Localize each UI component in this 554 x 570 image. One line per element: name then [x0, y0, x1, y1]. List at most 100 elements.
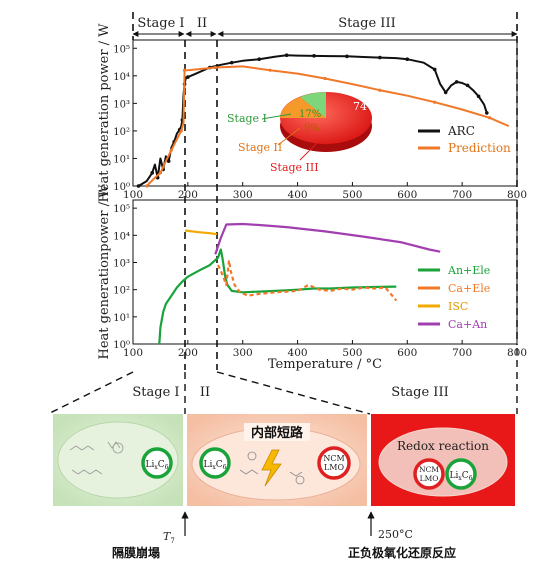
series-prediction-marker: [323, 76, 327, 81]
y-tick-label: 10²: [113, 286, 130, 297]
bottom-stage-label-3: Stage III: [391, 385, 448, 400]
y-tick-label: 10⁴: [113, 72, 130, 83]
bottom-stage-header: Stage I II Stage III: [47, 348, 518, 415]
series-arc-marker: [432, 67, 437, 72]
y-tick-label: 10¹: [113, 313, 130, 324]
pie-label-stage-ii: Stage II: [238, 141, 282, 154]
y-tick-label: 10⁵: [113, 204, 130, 215]
series-arc-marker: [485, 111, 489, 115]
y-tick-label: 10²: [113, 127, 130, 138]
bottom-y-axis-label: Heat generationpower / W: [97, 184, 112, 360]
top-chart: 10⁰ 10¹ 10² 10³ 10⁴ 10⁵ 100 200 300 400 500 600 700…: [97, 23, 527, 203]
series-arc-marker: [312, 54, 316, 58]
pie-label-stage-i: Stage I: [227, 112, 267, 125]
middle-title-bg: [244, 423, 310, 441]
stage-header: Stage I II Stage III: [132, 14, 518, 37]
ncm-lmo-particle-2: [413, 458, 445, 490]
series-prediction-marker: [378, 88, 382, 92]
x-tick-label: 600: [397, 347, 417, 359]
separator-collapse-label: 隔膜崩塌: [112, 545, 160, 560]
x-tick-label: 200: [178, 347, 198, 359]
panel-title-internal-short: 内部短路: [251, 425, 304, 441]
bottom-panels: LixC6 内部短路 LixC6 NCM LMO Redox reaction …: [53, 414, 515, 506]
stage-label-2: II: [197, 16, 207, 31]
y-tick-label: 10⁰: [113, 340, 130, 351]
x-tick-label: 200: [178, 189, 198, 201]
series-arc-marker: [405, 57, 410, 62]
bottom-stage-label-2: II: [200, 385, 210, 400]
top-series: [136, 53, 510, 188]
redox-cn-label: 正负极氧化还原反应: [348, 545, 456, 560]
y-tick-label: 10³: [113, 258, 130, 269]
li-c6-label-3: LixC6: [450, 471, 473, 482]
series-ca-an: [214, 222, 441, 255]
series-prediction: [145, 65, 510, 187]
li-c6-particle-3: [445, 458, 477, 490]
stage-label-1: Stage I: [137, 16, 184, 31]
series-prediction-marker: [169, 148, 173, 152]
bottom-stage-label-1: Stage I: [132, 385, 179, 400]
x-tick-label: 500: [342, 189, 362, 201]
x-tick-label: 800: [507, 189, 527, 201]
x-tick-label: 400: [288, 189, 308, 201]
electrolyte-molecule-icon-2: [239, 451, 305, 485]
ncm-label-2: NCM: [419, 465, 439, 474]
series-an-ele: [158, 248, 397, 345]
ncm-lmo-particle-1: [317, 446, 351, 480]
pie-pct-2: 9%: [304, 123, 320, 134]
y-tick-label: 10⁴: [113, 231, 130, 242]
x-tick-label: 400: [288, 347, 308, 359]
x-tick-label: 100: [123, 347, 143, 359]
legend-label-an-ele: An+Ele: [447, 264, 490, 277]
top-legend: ARC Prediction: [418, 124, 511, 155]
series-arc-marker: [345, 54, 349, 59]
pie-label-stage-iii: Stage III: [270, 161, 319, 174]
pie-slice-stage-ii: [280, 97, 326, 118]
li-c6-label-2: LixC6: [204, 460, 227, 471]
series-prediction-marker: [145, 184, 149, 188]
x-tick-label: 100: [123, 189, 143, 201]
legend-label-isc: ISC: [448, 300, 468, 313]
series-prediction-marker: [433, 100, 437, 104]
series-prediction-marker: [268, 68, 272, 72]
top-x-ticks: 100 200 300 400 500 600 700 800: [123, 182, 527, 201]
series-arc-marker: [257, 57, 261, 62]
panel-stage-i-ellipse: [57, 421, 179, 499]
legend-label-ca-an: Ca+An: [448, 318, 487, 331]
series-arc-marker: [443, 90, 448, 95]
bottom-chart: 10⁰ 10¹ 10² 10³ 10⁴ 10⁵ 100 200 300 400 500 600 700…: [97, 184, 527, 372]
li-c6-particle-2: [199, 447, 231, 479]
x-tick-label: 300: [233, 347, 253, 359]
series-arc-marker: [476, 94, 481, 99]
temp-250-label: 250°C: [378, 528, 413, 541]
series-arc-marker: [186, 75, 190, 79]
pie-slice-stage-i: [300, 92, 326, 118]
ncm-label-1: NCM: [323, 454, 344, 463]
y-tick-label: 10³: [113, 99, 130, 110]
inset-pie: 74% 17% 9% Stage I Stage II Stage III: [227, 92, 377, 174]
series-arc-marker: [378, 55, 382, 60]
series-prediction-marker: [182, 68, 187, 72]
bottom-y-ticks: 10⁰ 10¹ 10² 10³ 10⁴ 10⁵: [113, 204, 137, 351]
x-tick-label: 300: [233, 189, 253, 201]
series-arc-marker: [465, 83, 470, 88]
li-c6-label-1: LixC6: [146, 460, 169, 471]
x-tick-label: 700: [452, 189, 472, 201]
top-y-axis-label: Heat generation power / W: [97, 23, 112, 203]
electrolyte-molecule-icon: [69, 441, 124, 475]
series-arc-marker: [284, 53, 289, 58]
series-ca-ele: [217, 259, 398, 302]
x-tick-label: 600: [397, 189, 417, 201]
series-arc-marker: [150, 171, 154, 175]
bottom-x-axis-label: Temperature / °C: [268, 357, 382, 372]
lightning-icon: [261, 449, 282, 487]
bottom-chart-frame: [132, 199, 518, 345]
series-prediction-marker: [487, 116, 492, 120]
series-arc-marker: [454, 80, 459, 84]
bottom-series: [158, 222, 441, 345]
panel-title-redox: Redox reaction: [397, 439, 489, 453]
pie-pct-1: 17%: [299, 109, 321, 120]
y-tick-label: 10¹: [113, 154, 130, 165]
x-tick-label: 700: [452, 347, 472, 359]
